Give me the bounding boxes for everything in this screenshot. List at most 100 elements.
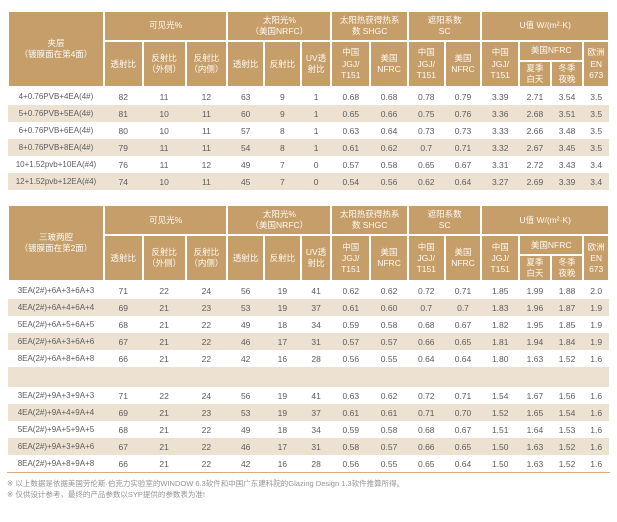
col-sc-china: 中国 JGJ/ T151 <box>406 234 446 283</box>
value-cell: 3.36 <box>481 105 520 123</box>
value-cell: 21 <box>142 299 186 317</box>
col-group-uvalue: U值 W/(m²·K) <box>480 204 610 237</box>
value-cell: 0.66 <box>407 333 445 351</box>
table-row: 8EA(2#)+6A+8+6A+8 66 21 22 42 16 28 0.56 0.55 0.6… <box>8 350 609 367</box>
value-cell: 57 <box>240 125 251 136</box>
value-cell: 1.99 <box>526 285 544 296</box>
value-cell: 23 <box>185 404 228 422</box>
table1-title: 夹层 （镀膜面在第4面） <box>7 9 105 89</box>
col-u-winter-night: 冬季 夜晚 <box>549 254 585 283</box>
value-cell: 66 <box>118 458 128 469</box>
value-cell: 0.57 <box>370 333 408 351</box>
value-cell: 3.51 <box>550 105 584 123</box>
value-cell: 0.67 <box>454 424 472 435</box>
value-cell: 2.0 <box>590 285 603 296</box>
glass-config-label: 5EA(2#)+9A+5+9A+5 <box>17 425 95 435</box>
value-cell: 68 <box>118 424 128 435</box>
value-cell: 0.62 <box>407 173 445 191</box>
value-cell: 1.54 <box>550 404 584 422</box>
glass-config-label: 6EA(2#)+9A+3+9A+6 <box>8 438 104 456</box>
value-cell: 31 <box>300 438 332 456</box>
value-cell: 69 <box>103 404 143 422</box>
value-cell: 22 <box>185 333 228 351</box>
value-cell: 1.80 <box>491 353 509 364</box>
value-cell: 0.64 <box>417 353 435 364</box>
value-cell: 11 <box>159 91 169 102</box>
col-u-usa-group: 美国NFRC <box>518 234 585 257</box>
value-cell: 22 <box>201 424 212 435</box>
col-shgc-china: 中国 JGJ/ T151 <box>330 234 372 283</box>
value-cell: 0.71 <box>444 139 482 157</box>
value-cell: 3.32 <box>481 139 520 157</box>
value-cell: 18 <box>277 319 288 330</box>
col-solar-reflectance: 反射比 <box>263 39 302 89</box>
value-cell: 3.43 <box>558 159 576 170</box>
col-group-shgc: 太阳热获得热系 数 SHGC <box>330 10 409 42</box>
value-cell: 1.6 <box>590 353 603 364</box>
value-cell: 2.71 <box>526 91 544 102</box>
col-uv-transmittance: UV透 射比 <box>299 234 333 283</box>
value-cell: 49 <box>240 424 251 435</box>
table-row: 5EA(2#)+9A+5+9A+5 68 21 22 49 18 34 0.59 0.58 0.6… <box>8 421 609 438</box>
value-cell: 1.85 <box>558 319 576 330</box>
value-cell: 1.50 <box>481 438 520 456</box>
glass-config-label: 8+0.76PVB+8EA(4#) <box>8 139 104 157</box>
value-cell: 3.54 <box>558 91 576 102</box>
value-cell: 3.45 <box>550 139 584 157</box>
value-cell: 0.67 <box>454 319 472 330</box>
value-cell: 9 <box>280 91 285 102</box>
value-cell: 0.55 <box>380 458 398 469</box>
value-cell: 1 <box>313 91 319 102</box>
value-cell: 60 <box>227 105 265 123</box>
value-cell: 0.72 <box>417 390 435 401</box>
col-shgc-usa: 美国 NFRC <box>369 39 409 89</box>
value-cell: 0.7 <box>407 139 445 157</box>
spacer-cell <box>8 367 609 388</box>
table-bottom-rule <box>7 472 610 474</box>
value-cell: 3.5 <box>583 139 609 157</box>
value-cell: 0.63 <box>342 125 360 136</box>
footnote-disclaimer: ※ 仅供设计参考，最终的产品参数以SYP提供的参数表为准! <box>7 490 205 500</box>
value-cell: 0.7 <box>407 299 445 317</box>
value-cell: 3.33 <box>491 125 509 136</box>
value-cell: 0.68 <box>380 91 398 102</box>
value-cell: 41 <box>311 285 321 296</box>
value-cell: 67 <box>103 438 143 456</box>
table2-header: 三玻两腔 （镀膜面在第2面） 可见光% 太阳光% （美国NRFC） 太阳热获得热… <box>7 204 610 283</box>
value-cell: 1.63 <box>526 353 544 364</box>
value-cell: 16 <box>277 458 288 469</box>
col-solar-transmittance: 透射比 <box>226 39 266 89</box>
value-cell: 0.55 <box>380 353 398 364</box>
value-cell: 0.56 <box>342 458 360 469</box>
col-shgc-usa: 美国 NFRC <box>369 234 409 283</box>
glass-config-label: 4EA(2#)+9A+4+9A+4 <box>8 404 104 422</box>
value-cell: 24 <box>201 390 212 401</box>
value-cell: 17 <box>264 333 301 351</box>
glass-config-label: 4EA(2#)+6A+4+6A+4 <box>8 299 104 317</box>
value-cell: 21 <box>142 438 186 456</box>
col-reflectance-inside: 反射比 （内侧） <box>184 39 229 89</box>
value-cell: 53 <box>227 299 265 317</box>
value-cell: 23 <box>185 299 228 317</box>
col-u-china: 中国 JGJ/ T151 <box>480 234 521 283</box>
value-cell: 2.68 <box>519 105 551 123</box>
value-cell: 12 <box>201 91 212 102</box>
table-row: 4+0.76PVB+4EA(4#) 82 11 12 63 9 1 0.68 0.68 0.78 0… <box>8 87 609 105</box>
value-cell: 0.60 <box>370 299 408 317</box>
col-solar-transmittance: 透射比 <box>226 234 266 283</box>
table-row: 4EA(2#)+9A+4+9A+4 69 21 23 53 19 37 0.61 0.61 0.7… <box>8 404 609 422</box>
col-group-solar: 太阳光% （美国NRFC） <box>226 10 333 42</box>
value-cell: 28 <box>311 458 321 469</box>
value-cell: 0.78 <box>417 91 435 102</box>
value-cell: 1.65 <box>519 404 551 422</box>
value-cell: 19 <box>277 285 288 296</box>
value-cell: 69 <box>103 299 143 317</box>
table2-title: 三玻两腔 （镀膜面在第2面） <box>7 204 105 283</box>
value-cell: 0.57 <box>370 438 408 456</box>
group-spacer <box>8 367 609 388</box>
value-cell: 0.61 <box>331 139 371 157</box>
col-group-uvalue: U值 W/(m²·K) <box>480 10 610 42</box>
value-cell: 1.95 <box>526 319 544 330</box>
value-cell: 0.61 <box>331 404 371 422</box>
value-cell: 17 <box>264 438 301 456</box>
